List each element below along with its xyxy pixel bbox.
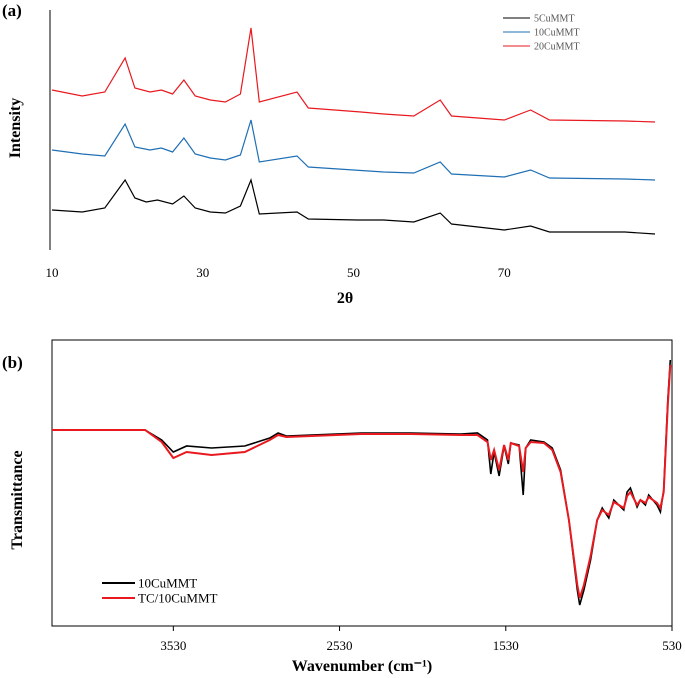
panel-a-series-line-20CuMMT — [51, 27, 656, 123]
panel-b-x-tick-label: 3530 — [160, 638, 186, 653]
panel-b-x-tick-label: 2530 — [327, 638, 353, 653]
panel-a-legend: 5CuMMT 10CuMMT 20CuMMT — [503, 14, 580, 53]
panel-b-series-line-TC-10CuMMT — [52, 364, 672, 599]
panel-b-ylabel: Transmittance — [9, 450, 26, 549]
panel-b-label: (b) — [2, 353, 23, 372]
panel-b-x-ticks: 3530 2530 1530 530 — [160, 626, 682, 653]
panel-a-legend-label: 5CuMMT — [534, 14, 575, 25]
panel-b: (b) Transmittance Wavenumber (cm⁻¹) 3530… — [2, 339, 682, 675]
panel-b-x-tick-label: 1530 — [493, 638, 519, 653]
panel-b-series-line-10CuMMT — [52, 359, 672, 606]
panel-a-xlabel: 2θ — [337, 290, 353, 307]
panel-a-legend-label: 10CuMMT — [534, 28, 580, 39]
panel-a-label: (a) — [2, 1, 22, 20]
panel-a-series-line-10CuMMT — [51, 119, 656, 181]
panel-a-series — [51, 27, 656, 235]
panel-a-x-ticks: 10 30 50 70 — [46, 265, 511, 280]
panel-a-series-line-5CuMMT — [51, 178, 656, 235]
panel-a-ylabel: Intensity — [7, 98, 24, 158]
panel-a: (a) Intensity 2θ 10 30 50 70 5CuMMT 10CuMMT 2… — [2, 1, 656, 307]
panel-b-series — [52, 359, 672, 606]
panel-a-x-tick-label: 50 — [347, 265, 360, 280]
panel-a-legend-label: 20CuMMT — [534, 42, 580, 53]
panel-b-x-tick-label: 530 — [662, 638, 682, 653]
panel-b-legend-label: 10CuMMT — [138, 576, 197, 591]
panel-a-x-tick-label: 10 — [46, 265, 59, 280]
panel-a-x-tick-label: 30 — [196, 265, 209, 280]
panel-b-legend-label: TC/10CuMMT — [138, 591, 218, 606]
panel-b-frame — [51, 339, 673, 627]
panel-b-xlabel: Wavenumber (cm⁻¹) — [292, 658, 432, 675]
panel-a-x-tick-label: 70 — [498, 265, 511, 280]
